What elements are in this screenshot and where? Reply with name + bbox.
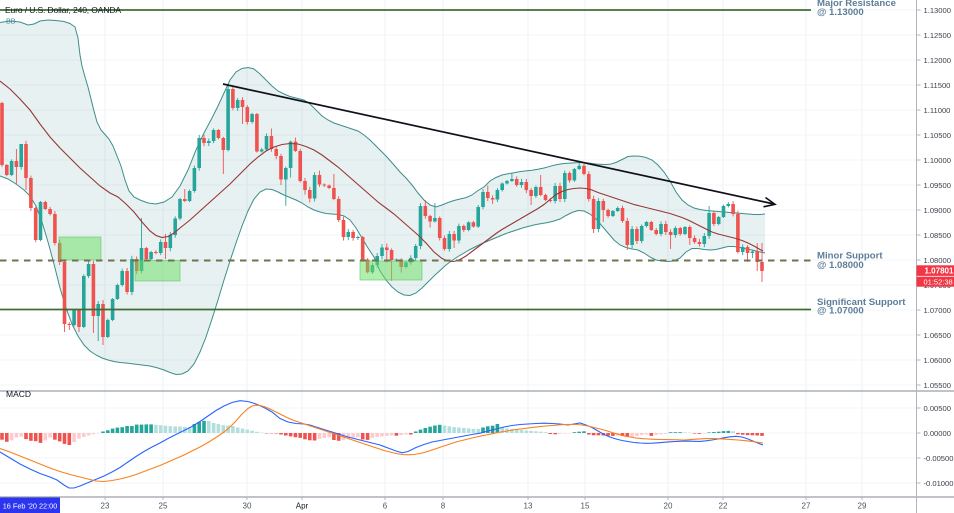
svg-text:01:52:38: 01:52:38 (924, 277, 953, 286)
svg-text:15: 15 (581, 502, 590, 511)
svg-text:1.09500: 1.09500 (924, 181, 951, 190)
svg-text:-0.00500: -0.00500 (924, 454, 954, 463)
svg-text:Minor Support: Minor Support (817, 251, 883, 262)
svg-text:27: 27 (802, 502, 811, 511)
svg-text:@ 1.13000: @ 1.13000 (817, 7, 864, 18)
svg-text:1.12000: 1.12000 (924, 56, 951, 65)
svg-text:30: 30 (243, 502, 252, 511)
svg-text:1.10000: 1.10000 (924, 156, 951, 165)
svg-text:MACD: MACD (6, 389, 31, 399)
svg-text:0.00000: 0.00000 (924, 429, 951, 438)
svg-text:1.07801: 1.07801 (925, 266, 954, 275)
svg-text:1.09000: 1.09000 (924, 206, 951, 215)
svg-text:Major Resistance: Major Resistance (817, 0, 896, 9)
svg-text:0.00500: 0.00500 (924, 404, 951, 413)
svg-text:1.10500: 1.10500 (924, 131, 951, 140)
svg-text:BB: BB (6, 17, 16, 26)
svg-text:8: 8 (441, 502, 446, 511)
svg-text:1.06500: 1.06500 (924, 331, 951, 340)
svg-text:1.08000: 1.08000 (924, 256, 951, 265)
svg-text:1.06000: 1.06000 (924, 356, 951, 365)
svg-text:16 Feb '20 22:00: 16 Feb '20 22:00 (3, 501, 58, 510)
svg-text:1.05500: 1.05500 (924, 381, 951, 390)
svg-text:1.11000: 1.11000 (924, 106, 951, 115)
svg-text:1.12500: 1.12500 (924, 31, 951, 40)
svg-text:20: 20 (664, 502, 673, 511)
svg-text:1.08500: 1.08500 (924, 231, 951, 240)
svg-text:6: 6 (383, 502, 388, 511)
svg-text:1.07000: 1.07000 (924, 306, 951, 315)
svg-text:1.13000: 1.13000 (924, 6, 951, 15)
svg-text:Euro / U.S. Dollar, 240, OANDA: Euro / U.S. Dollar, 240, OANDA (5, 5, 121, 15)
svg-text:1.11500: 1.11500 (924, 81, 951, 90)
svg-text:-0.01000: -0.01000 (924, 479, 954, 488)
svg-text:@ 1.08000: @ 1.08000 (817, 260, 864, 271)
svg-text:@ 1.07000: @ 1.07000 (817, 306, 864, 317)
svg-text:29: 29 (858, 502, 867, 511)
svg-text:23: 23 (101, 502, 110, 511)
svg-text:25: 25 (159, 502, 168, 511)
svg-text:Apr: Apr (296, 502, 309, 511)
svg-text:Significant Support: Significant Support (817, 297, 906, 308)
svg-text:22: 22 (719, 502, 728, 511)
svg-text:13: 13 (524, 502, 533, 511)
